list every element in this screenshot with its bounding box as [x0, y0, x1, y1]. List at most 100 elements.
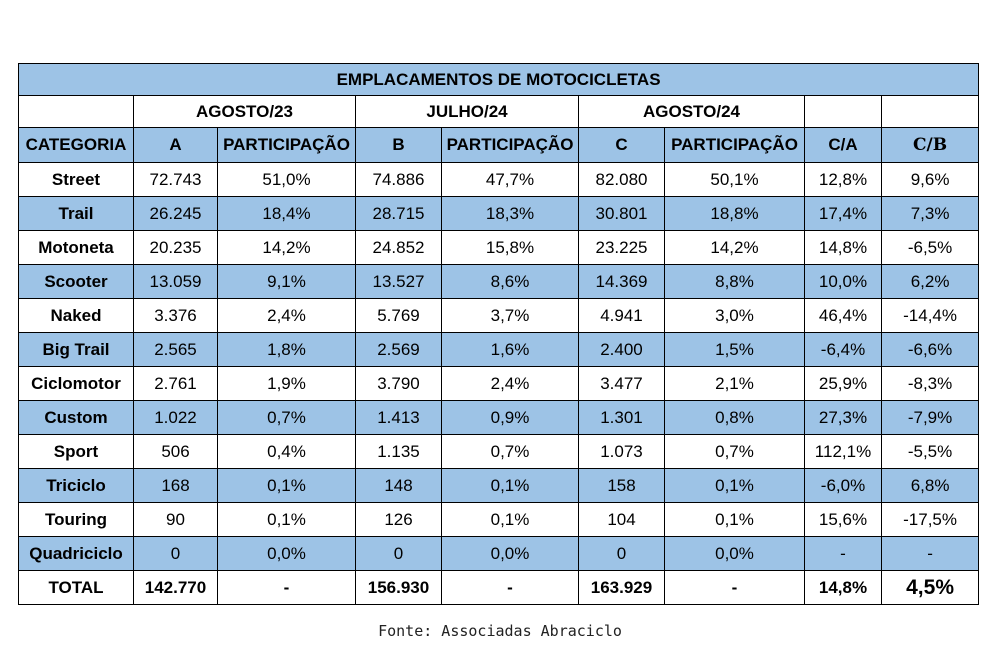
cell-participacao-c: 1,5%	[664, 332, 805, 367]
column-header-c-a: C/A	[804, 127, 882, 163]
cell-categoria: TOTAL	[18, 570, 134, 605]
cell-c: 82.080	[578, 162, 665, 197]
cell-c: 30.801	[578, 196, 665, 231]
column-header-b: B	[355, 127, 442, 163]
cell-participacao-b: 0,9%	[441, 400, 579, 435]
cell-c-b: 9,6%	[880, 162, 980, 197]
cell-b: 148	[355, 468, 442, 503]
cell-a: 72.743	[133, 162, 218, 197]
cell-participacao-c: 0,7%	[664, 434, 805, 469]
cell-c-a: 46,4%	[804, 298, 882, 333]
cell-c-a: 10,0%	[804, 264, 882, 299]
cell-participacao-b: 8,6%	[441, 264, 579, 299]
cell-c-a: -6,4%	[804, 332, 882, 367]
table-row: Scooter 13.059 9,1% 13.527 8,6% 14.369 8,8% 10,…	[18, 264, 980, 299]
cell-participacao-c: 0,8%	[664, 400, 805, 435]
cell-categoria: Scooter	[18, 264, 134, 299]
cell-categoria: Street	[18, 162, 134, 197]
cell-participacao-b: 0,1%	[441, 468, 579, 503]
cell-categoria: Triciclo	[18, 468, 134, 503]
cell-c: 23.225	[578, 230, 665, 265]
cell-c-b: -8,3%	[880, 366, 980, 401]
cell-c-b: -17,5%	[880, 502, 980, 537]
cell-c-b: -	[880, 536, 980, 571]
cell-c: 104	[578, 502, 665, 537]
cell-participacao-a: 18,4%	[217, 196, 356, 231]
cell-b: 3.790	[355, 366, 442, 401]
table-row: Custom 1.022 0,7% 1.413 0,9% 1.301 0,8% 27,3% -7…	[18, 400, 980, 435]
cell-c-b: 7,3%	[880, 196, 980, 231]
cell-participacao-a: 0,1%	[217, 502, 356, 537]
cell-b: 126	[355, 502, 442, 537]
table-row: Sport 506 0,4% 1.135 0,7% 1.073 0,7% 112,1% -5,5…	[18, 434, 980, 469]
column-header-c: C	[578, 127, 665, 163]
table-body: Street 72.743 51,0% 74.886 47,7% 82.080 50,1% 1…	[18, 162, 980, 605]
cell-participacao-a: 1,8%	[217, 332, 356, 367]
column-header-categoria: CATEGORIA	[18, 127, 134, 163]
cell-c-b: -7,9%	[880, 400, 980, 435]
cell-participacao-c: 0,1%	[664, 502, 805, 537]
cell-c-a: 112,1%	[804, 434, 882, 469]
table-row: Trail 26.245 18,4% 28.715 18,3% 30.801 18,8% 17…	[18, 196, 980, 231]
cell-participacao-b: 0,1%	[441, 502, 579, 537]
cell-participacao-c: 0,0%	[664, 536, 805, 571]
cell-c-a: 14,8%	[804, 230, 882, 265]
table-row: Motoneta 20.235 14,2% 24.852 15,8% 23.225 14,2…	[18, 230, 980, 265]
cell-c: 1.301	[578, 400, 665, 435]
cell-participacao-a: 0,7%	[217, 400, 356, 435]
cell-participacao-a: -	[217, 570, 356, 605]
cell-b: 1.413	[355, 400, 442, 435]
period-header-julho24: JULHO/24	[355, 95, 579, 128]
column-header-participacao-b: PARTICIPAÇÃO	[441, 127, 579, 163]
cell-c-a: 25,9%	[804, 366, 882, 401]
cell-categoria: Sport	[18, 434, 134, 469]
cell-a: 90	[133, 502, 218, 537]
cell-a: 142.770	[133, 570, 218, 605]
cell-participacao-b: 18,3%	[441, 196, 579, 231]
cell-a: 2.565	[133, 332, 218, 367]
cell-b: 0	[355, 536, 442, 571]
cell-participacao-b: 3,7%	[441, 298, 579, 333]
table-row: Naked 3.376 2,4% 5.769 3,7% 4.941 3,0% 46,4% -14…	[18, 298, 980, 333]
cell-participacao-c: 50,1%	[664, 162, 805, 197]
cell-participacao-c: 3,0%	[664, 298, 805, 333]
cell-b: 5.769	[355, 298, 442, 333]
cell-c-b: 6,8%	[880, 468, 980, 503]
table-row: Quadriciclo 0 0,0% 0 0,0% 0 0,0% - -	[18, 536, 980, 571]
cell-c-a: -6,0%	[804, 468, 882, 503]
cell-categoria: Touring	[18, 502, 134, 537]
cell-participacao-c: -	[664, 570, 805, 605]
cell-c: 3.477	[578, 366, 665, 401]
data-table: EMPLACAMENTOS DE MOTOCICLETAS AGOSTO/23 …	[17, 63, 980, 605]
period-header-agosto23: AGOSTO/23	[133, 95, 356, 128]
period-header-empty	[804, 95, 882, 128]
cell-c-a: 14,8%	[804, 570, 882, 605]
cell-participacao-a: 0,0%	[217, 536, 356, 571]
cell-b: 13.527	[355, 264, 442, 299]
cell-participacao-c: 2,1%	[664, 366, 805, 401]
cell-c: 4.941	[578, 298, 665, 333]
cell-a: 26.245	[133, 196, 218, 231]
period-header-agosto24: AGOSTO/24	[578, 95, 805, 128]
cell-participacao-a: 2,4%	[217, 298, 356, 333]
cell-participacao-c: 8,8%	[664, 264, 805, 299]
cell-b: 156.930	[355, 570, 442, 605]
cell-participacao-b: 1,6%	[441, 332, 579, 367]
cell-c-b: -5,5%	[880, 434, 980, 469]
table-title: EMPLACAMENTOS DE MOTOCICLETAS	[17, 63, 980, 96]
cell-participacao-a: 0,1%	[217, 468, 356, 503]
table-row: Ciclomotor 2.761 1,9% 3.790 2,4% 3.477 2,1% 25,…	[18, 366, 980, 401]
cell-participacao-a: 14,2%	[217, 230, 356, 265]
column-header-c-b: C/B	[880, 127, 980, 163]
cell-a: 1.022	[133, 400, 218, 435]
cell-participacao-b: 0,0%	[441, 536, 579, 571]
cell-categoria: Motoneta	[18, 230, 134, 265]
cell-a: 20.235	[133, 230, 218, 265]
column-header-a: A	[133, 127, 218, 163]
cell-c: 1.073	[578, 434, 665, 469]
cell-c-a: -	[804, 536, 882, 571]
period-header-empty	[880, 95, 980, 128]
cell-categoria: Big Trail	[18, 332, 134, 367]
cell-categoria: Ciclomotor	[18, 366, 134, 401]
table-row: Big Trail 2.565 1,8% 2.569 1,6% 2.400 1,5% -6,4…	[18, 332, 980, 367]
